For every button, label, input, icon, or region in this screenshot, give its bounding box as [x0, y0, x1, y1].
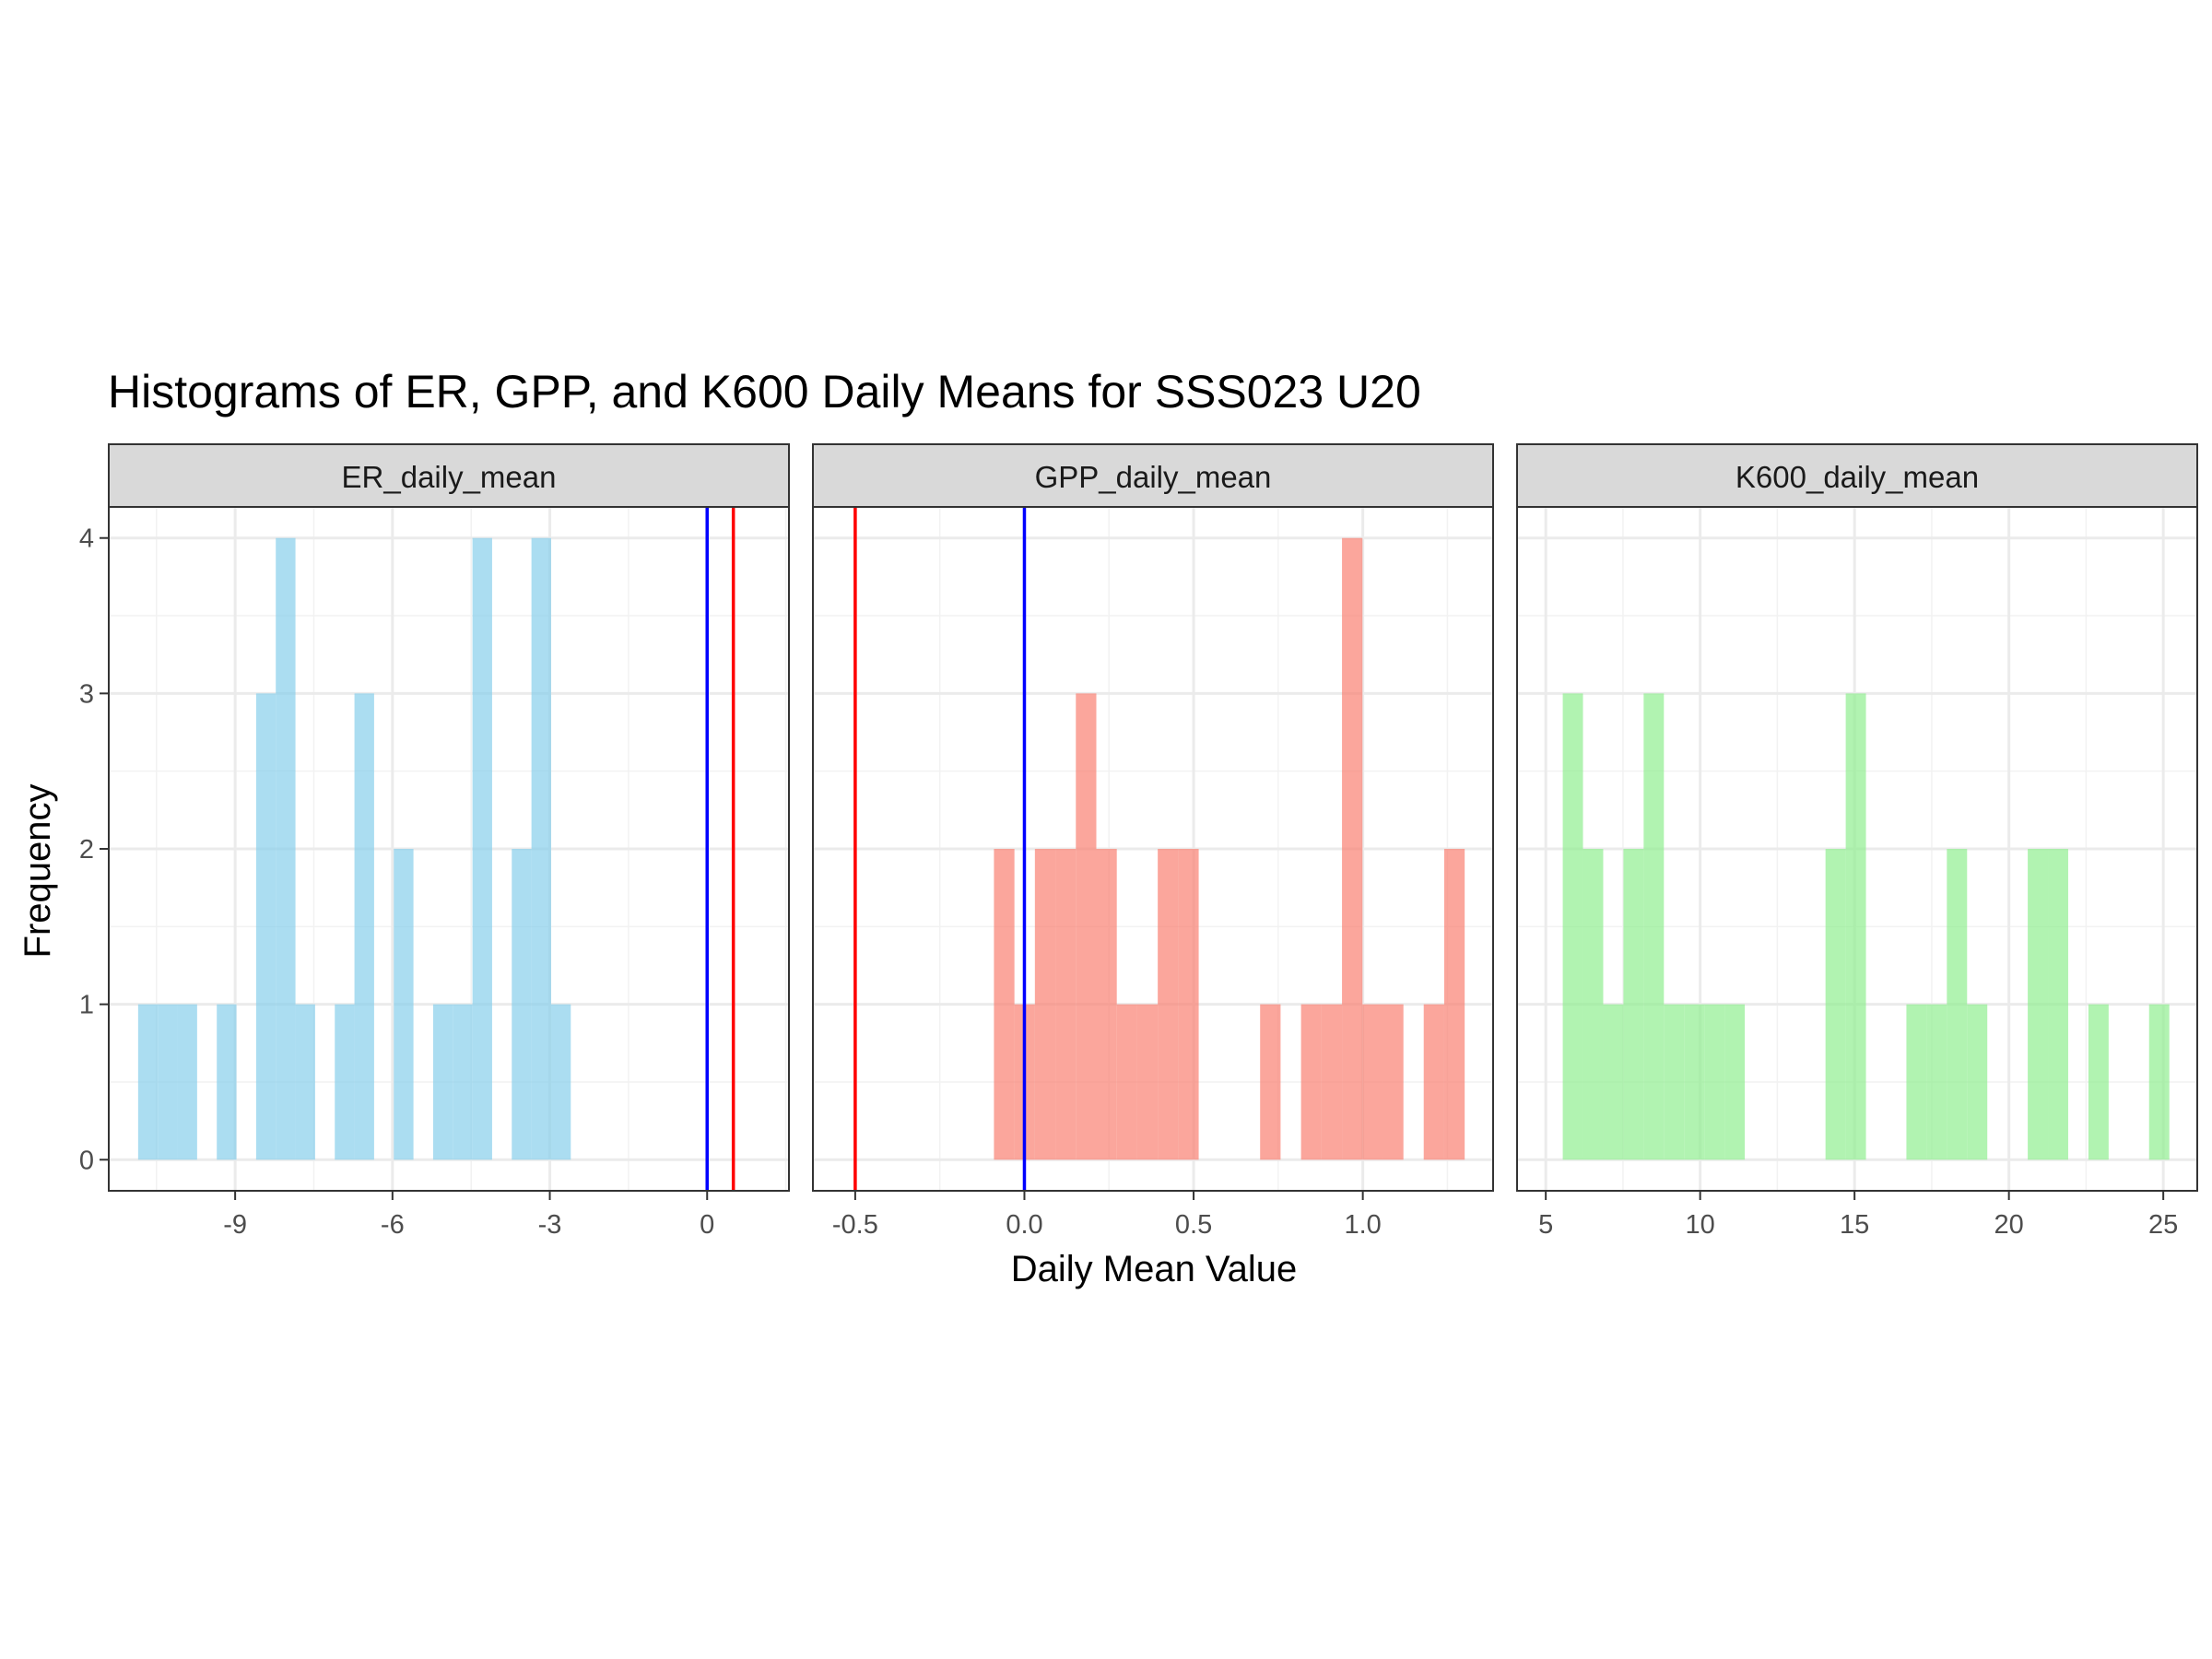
y-tick-label: 4	[79, 524, 94, 554]
facet-strip-label: ER_daily_mean	[342, 460, 557, 494]
histogram-bar	[354, 693, 374, 1160]
histogram-bar	[1947, 849, 1968, 1160]
histogram-bar	[1116, 1004, 1137, 1160]
histogram-bar	[158, 1004, 178, 1160]
histogram-bar	[1260, 1004, 1281, 1160]
histogram-bar	[1906, 1004, 1927, 1160]
histogram-bar	[550, 1004, 571, 1160]
x-tick-label: 20	[1994, 1210, 2024, 1240]
x-tick-label: 10	[1686, 1210, 1715, 1240]
histogram-bar	[1664, 1004, 1685, 1160]
y-tick-label: 1	[79, 991, 94, 1020]
x-tick-label: 5	[1538, 1210, 1553, 1240]
y-axis: 0 1 2 3 4	[79, 524, 109, 1175]
histogram-bar	[1643, 693, 1665, 1160]
histogram-bar	[2048, 849, 2068, 1160]
histogram-bar	[1684, 1004, 1705, 1160]
histogram-bar	[1443, 849, 1465, 1160]
x-tick-label: -9	[223, 1210, 247, 1240]
histogram-bar	[1603, 1004, 1624, 1160]
x-tick-label: 25	[2148, 1210, 2178, 1240]
histogram-bar	[531, 537, 551, 1160]
x-tick-label: -3	[538, 1210, 562, 1240]
x-axis-title: Daily Mean Value	[1011, 1249, 1298, 1289]
histogram-bar	[394, 849, 414, 1160]
facet-panels: ER_daily_mean -9 -6 -3 0 GPP_daily_mean -0.5 0.…	[108, 443, 2198, 1240]
histogram-bar	[1362, 1004, 1383, 1160]
x-tick-label: 0.5	[1175, 1210, 1212, 1240]
histogram-bar	[1423, 1004, 1444, 1160]
histogram-bar	[1096, 849, 1117, 1160]
facet-strip-label: K600_daily_mean	[1735, 460, 1979, 494]
histogram-bar	[1967, 1004, 1988, 1160]
histogram-bar	[512, 849, 532, 1160]
histogram-bar	[255, 693, 276, 1160]
histogram-bar	[1055, 849, 1077, 1160]
x-tick-label: -0.5	[832, 1210, 878, 1240]
histogram-bar	[1926, 1004, 1947, 1160]
histogram-bar	[2028, 849, 2049, 1160]
facet-ER_daily_mean: ER_daily_mean -9 -6 -3 0	[108, 443, 790, 1240]
facet-strip	[812, 443, 1494, 508]
histogram-bar	[453, 1004, 473, 1160]
histogram-bar	[432, 1004, 453, 1160]
chart-title: Histograms of ER, GPP, and K600 Daily Me…	[108, 366, 1421, 418]
facet-strip-label: GPP_daily_mean	[1035, 460, 1272, 494]
facet-K600_daily_mean: K600_daily_mean 5 10 15 20 25	[1516, 443, 2198, 1240]
histogram-bar	[1623, 849, 1644, 1160]
histogram-bar	[1583, 849, 1604, 1160]
histogram-bar	[276, 537, 296, 1160]
y-tick-label: 2	[79, 835, 94, 865]
x-tick-label: 0.0	[1006, 1210, 1042, 1240]
x-tick-label: 0	[700, 1210, 714, 1240]
histogram-bar	[994, 849, 1015, 1160]
histogram-bar	[2148, 1004, 2170, 1160]
histogram-bar	[472, 537, 492, 1160]
histogram-bar	[217, 1004, 237, 1160]
histogram-bar	[1825, 849, 1846, 1160]
histogram-bar	[1704, 1004, 1725, 1160]
histogram-bar	[1178, 849, 1199, 1160]
facet-strip	[1516, 443, 2198, 508]
histogram-bar	[295, 1004, 315, 1160]
x-tick-label: 1.0	[1344, 1210, 1381, 1240]
histogram-bar	[335, 1004, 355, 1160]
x-tick-label: 15	[1840, 1210, 1869, 1240]
histogram-bar	[1382, 1004, 1404, 1160]
facet-GPP_daily_mean: GPP_daily_mean -0.5 0.0 0.5 1.0	[812, 443, 1494, 1240]
histogram-bar	[1724, 1004, 1746, 1160]
y-tick-label: 0	[79, 1146, 94, 1175]
y-axis-title: Frequency	[18, 784, 58, 959]
histogram-bar	[1300, 1004, 1322, 1160]
x-tick-label: -6	[381, 1210, 405, 1240]
histogram-bar	[1845, 693, 1866, 1160]
histogram-bar	[1342, 537, 1363, 1160]
histogram-bar	[1321, 1004, 1343, 1160]
histogram-bar	[1562, 693, 1583, 1160]
histogram-bar	[137, 1004, 159, 1160]
histogram-bar	[1158, 849, 1179, 1160]
histogram-bar	[1034, 849, 1056, 1160]
histogram-bar	[177, 1004, 197, 1160]
y-tick-label: 3	[79, 679, 94, 709]
histogram-bar	[2088, 1004, 2109, 1160]
facet-strip	[108, 443, 790, 508]
histogram-bar	[1136, 1004, 1159, 1160]
histogram-bar	[1076, 693, 1097, 1160]
